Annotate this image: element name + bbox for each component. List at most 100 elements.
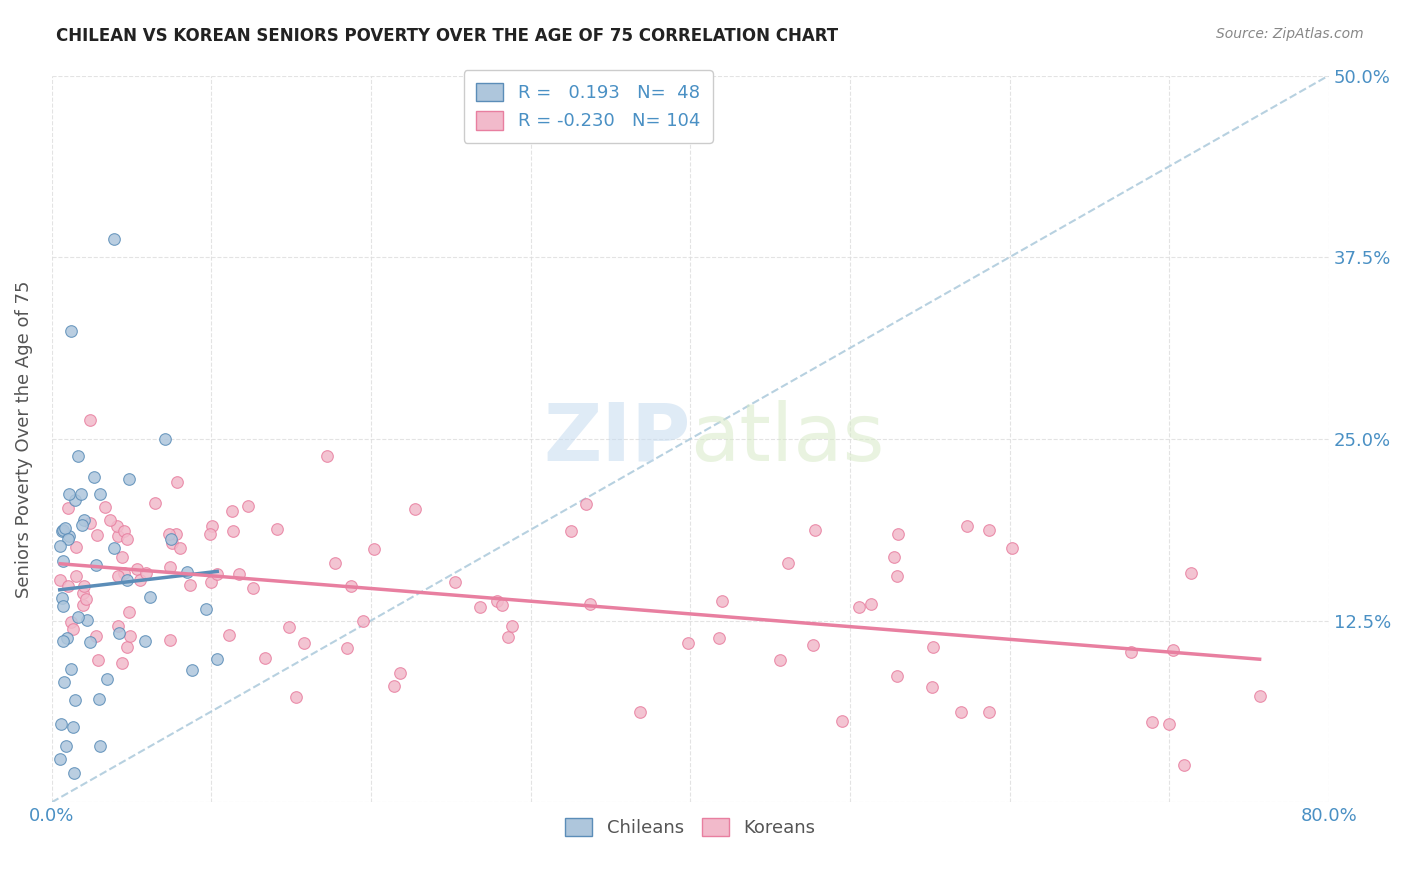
Point xyxy=(831,714,853,728)
Point xyxy=(115,573,138,587)
Point xyxy=(886,669,908,683)
Point xyxy=(62,766,84,780)
Point xyxy=(62,622,84,636)
Point xyxy=(112,524,135,538)
Point xyxy=(201,518,224,533)
Point xyxy=(83,470,105,484)
Point xyxy=(956,519,979,533)
Point xyxy=(60,324,83,338)
Point xyxy=(389,666,412,681)
Point xyxy=(1121,645,1143,659)
Point xyxy=(1249,690,1271,704)
Point xyxy=(62,720,84,734)
Point xyxy=(72,599,94,613)
Point xyxy=(53,675,76,690)
Point xyxy=(52,634,75,648)
Point xyxy=(138,590,160,604)
Point xyxy=(860,597,883,611)
Point xyxy=(135,566,157,580)
Point xyxy=(176,566,198,580)
Text: Source: ZipAtlas.com: Source: ZipAtlas.com xyxy=(1216,27,1364,41)
Point xyxy=(52,554,75,568)
Point xyxy=(107,519,129,533)
Point xyxy=(285,690,308,704)
Point xyxy=(103,232,125,246)
Point xyxy=(70,487,93,501)
Point xyxy=(804,523,827,537)
Point xyxy=(292,636,315,650)
Point xyxy=(89,739,111,753)
Point xyxy=(67,450,90,464)
Point xyxy=(336,640,359,655)
Point xyxy=(200,574,222,589)
Point xyxy=(110,656,132,670)
Point xyxy=(949,705,972,719)
Point xyxy=(886,569,908,583)
Point xyxy=(111,549,134,564)
Point xyxy=(63,693,86,707)
Point xyxy=(242,582,264,596)
Point xyxy=(1157,716,1180,731)
Point xyxy=(1173,758,1195,772)
Point xyxy=(73,579,96,593)
Point xyxy=(49,573,72,587)
Point xyxy=(496,630,519,644)
Point xyxy=(221,524,243,538)
Point xyxy=(1142,714,1164,729)
Point xyxy=(323,556,346,570)
Point xyxy=(107,619,129,633)
Text: atlas: atlas xyxy=(690,400,884,478)
Point xyxy=(60,662,83,676)
Point xyxy=(628,705,651,719)
Point xyxy=(128,573,150,587)
Point xyxy=(221,504,243,518)
Point xyxy=(501,619,523,633)
Point xyxy=(76,613,98,627)
Point xyxy=(89,691,111,706)
Point xyxy=(236,499,259,513)
Point xyxy=(179,578,201,592)
Point xyxy=(353,614,375,628)
Point xyxy=(56,532,79,546)
Point xyxy=(58,529,80,543)
Point xyxy=(55,631,77,645)
Point xyxy=(339,579,361,593)
Point xyxy=(579,597,602,611)
Point xyxy=(96,672,118,686)
Point xyxy=(86,527,108,541)
Point xyxy=(79,413,101,427)
Point xyxy=(160,536,183,550)
Point xyxy=(1001,541,1024,556)
Point xyxy=(801,638,824,652)
Point xyxy=(51,591,73,605)
Point xyxy=(883,549,905,564)
Point xyxy=(75,592,97,607)
Point xyxy=(169,541,191,556)
Point xyxy=(198,527,221,541)
Point xyxy=(977,523,1000,537)
Point xyxy=(86,629,108,643)
Point xyxy=(153,433,176,447)
Point xyxy=(65,541,87,555)
Point xyxy=(159,633,181,648)
Point xyxy=(79,634,101,648)
Point xyxy=(194,602,217,616)
Point xyxy=(160,532,183,546)
Point xyxy=(205,567,228,582)
Point xyxy=(118,629,141,643)
Point xyxy=(1180,566,1202,580)
Point xyxy=(51,524,73,538)
Point xyxy=(491,598,513,612)
Point xyxy=(922,640,945,654)
Point xyxy=(266,522,288,536)
Point xyxy=(253,650,276,665)
Point xyxy=(143,496,166,510)
Point xyxy=(127,562,149,576)
Point xyxy=(921,680,943,694)
Point xyxy=(63,492,86,507)
Y-axis label: Seniors Poverty Over the Age of 75: Seniors Poverty Over the Age of 75 xyxy=(15,280,32,598)
Point xyxy=(117,532,139,546)
Point xyxy=(707,631,730,645)
Point xyxy=(48,540,70,554)
Point xyxy=(710,594,733,608)
